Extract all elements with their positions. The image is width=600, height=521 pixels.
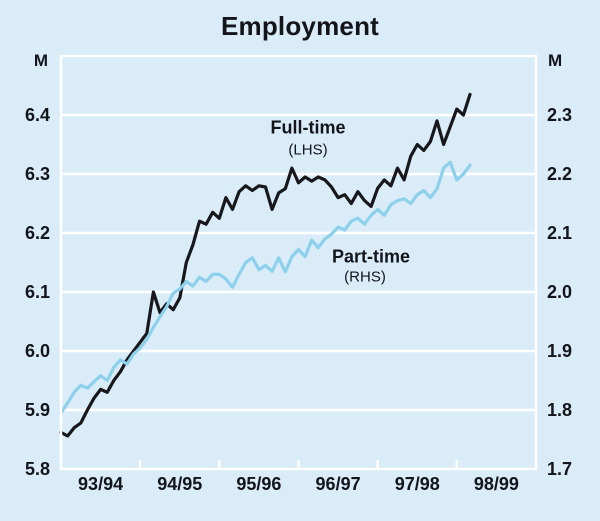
right-axis-unit: M	[548, 51, 563, 70]
x-axis-tick-label: 97/98	[394, 474, 440, 494]
right-axis-tick-label: 1.7	[547, 459, 573, 479]
left-axis-unit: M	[33, 51, 48, 70]
right-axis-tick-label: 2.0	[547, 282, 573, 302]
x-axis-tick-label: 98/99	[473, 474, 519, 494]
left-axis-tick-label: 5.9	[24, 400, 50, 420]
right-axis-tick-label: 1.9	[547, 341, 573, 361]
right-axis-tick-label: 2.3	[547, 105, 573, 125]
left-axis-tick-label: 6.0	[24, 341, 50, 361]
full-time-line	[59, 92, 472, 438]
left-axis-tick-label: 6.2	[24, 223, 50, 243]
fulltime-axis-note: (LHS)	[288, 141, 328, 159]
left-axis-tick-label: 6.4	[24, 105, 50, 125]
left-axis-tick-label: 5.8	[24, 459, 50, 479]
right-axis-tick-label: 2.2	[547, 164, 573, 184]
x-axis-tick-label: 95/96	[236, 474, 282, 494]
right-axis-tick-label: 1.8	[547, 400, 573, 420]
right-axis-tick-label: 2.1	[547, 223, 573, 243]
x-axis-tick-label: 93/94	[78, 474, 124, 494]
plot-border	[59, 54, 538, 471]
x-axis-tick-label: 96/97	[315, 474, 361, 494]
left-axis-tick-label: 6.3	[24, 164, 50, 184]
fulltime-series-label: Full-time	[270, 117, 346, 138]
left-axis-tick-label: 6.1	[24, 282, 50, 302]
parttime-series-label: Part-time	[331, 246, 411, 267]
part-time-line	[59, 160, 472, 415]
x-axis-tick-label: 94/95	[157, 474, 203, 494]
parttime-axis-note: (RHS)	[344, 268, 386, 286]
chart-title: Employment	[220, 11, 380, 41]
